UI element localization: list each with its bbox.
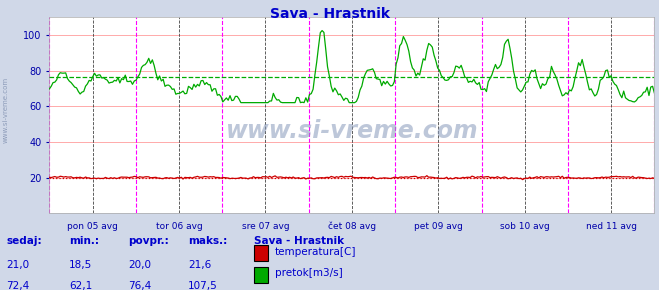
Text: Sava - Hrastnik: Sava - Hrastnik: [254, 236, 344, 246]
Text: min.:: min.:: [69, 236, 100, 246]
Text: 20,0: 20,0: [129, 260, 152, 269]
Text: čet 08 avg: čet 08 avg: [328, 222, 376, 231]
Text: tor 06 avg: tor 06 avg: [156, 222, 202, 231]
Text: 72,4: 72,4: [7, 281, 30, 290]
Text: sre 07 avg: sre 07 avg: [242, 222, 289, 231]
Text: sedaj:: sedaj:: [7, 236, 42, 246]
Text: pon 05 avg: pon 05 avg: [67, 222, 118, 231]
Text: ned 11 avg: ned 11 avg: [586, 222, 637, 231]
Text: Sava - Hrastnik: Sava - Hrastnik: [270, 7, 389, 21]
Text: 62,1: 62,1: [69, 281, 92, 290]
Text: sob 10 avg: sob 10 avg: [500, 222, 550, 231]
Text: povpr.:: povpr.:: [129, 236, 169, 246]
Text: maks.:: maks.:: [188, 236, 227, 246]
Text: 21,6: 21,6: [188, 260, 211, 269]
Text: 76,4: 76,4: [129, 281, 152, 290]
Text: pretok[m3/s]: pretok[m3/s]: [275, 268, 343, 278]
Text: www.si-vreme.com: www.si-vreme.com: [225, 119, 478, 143]
Text: pet 09 avg: pet 09 avg: [414, 222, 463, 231]
Text: 21,0: 21,0: [7, 260, 30, 269]
Text: www.si-vreme.com: www.si-vreme.com: [2, 77, 9, 143]
Text: 18,5: 18,5: [69, 260, 92, 269]
Text: temperatura[C]: temperatura[C]: [275, 246, 357, 257]
Text: 107,5: 107,5: [188, 281, 217, 290]
